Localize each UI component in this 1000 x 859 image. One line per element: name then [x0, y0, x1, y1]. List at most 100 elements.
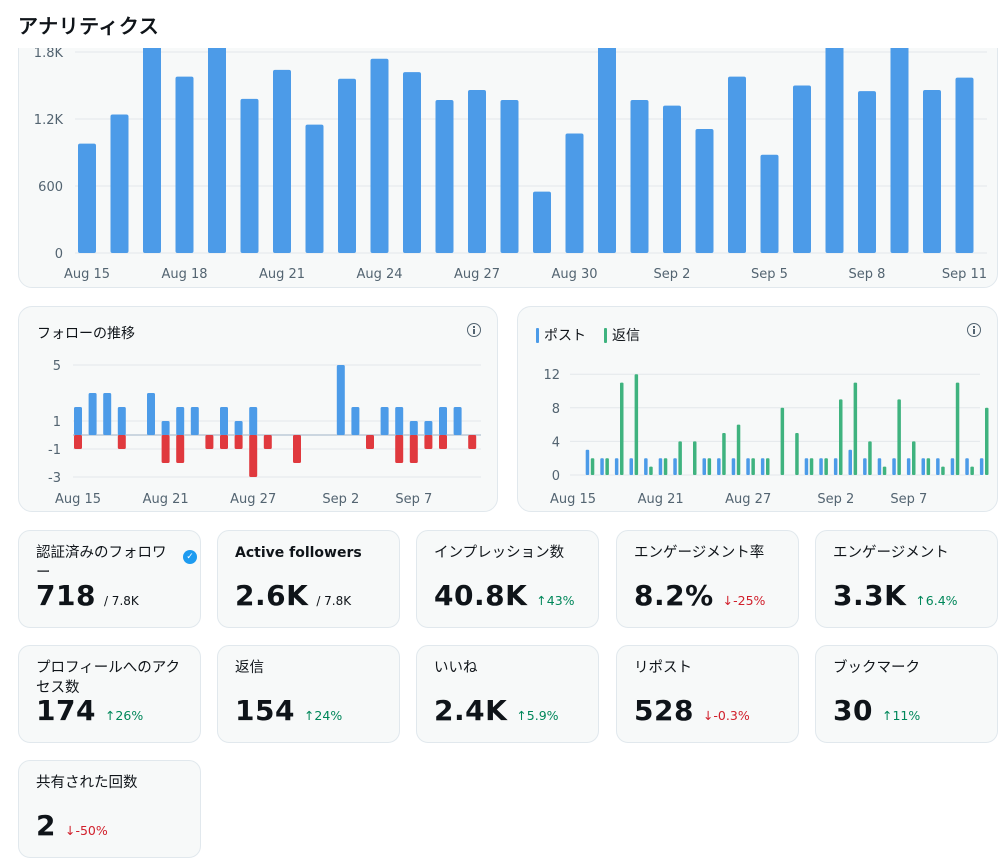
impressions-bar	[403, 72, 421, 253]
page-title: アナリティクス	[18, 14, 160, 38]
unfollow-bar	[395, 435, 404, 463]
reply-bar	[663, 458, 668, 475]
legend-item-posts[interactable]: ポスト	[536, 325, 586, 345]
y-tick-label: 0	[552, 469, 560, 484]
reply-bar	[707, 458, 712, 475]
metric-label: リポスト	[634, 660, 692, 676]
metric-reposts[interactable]: リポスト 528 ↓-0.3%	[616, 645, 799, 743]
posts-swatch	[536, 327, 539, 343]
reply-bar	[926, 458, 931, 475]
x-tick-label: Sep 7	[890, 492, 927, 507]
info-icon[interactable]	[467, 323, 481, 337]
follow-bar	[395, 407, 404, 435]
follow-bar	[336, 365, 345, 435]
metric-engagement-rate[interactable]: エンゲージメント率 8.2% ↓-25%	[616, 530, 799, 628]
reply-bar	[985, 407, 989, 475]
impressions-bar	[273, 69, 291, 253]
post-bar	[804, 458, 809, 475]
reply-bar	[853, 382, 858, 475]
post-bar	[746, 458, 750, 475]
y-tick-label: 1	[53, 415, 61, 430]
follow-bar	[117, 407, 126, 435]
reply-bar	[649, 466, 653, 475]
x-tick-label: Aug 27	[230, 492, 276, 507]
metric-impressions[interactable]: インプレッション数 40.8K ↑43%	[416, 530, 599, 628]
post-bar	[906, 458, 911, 475]
x-tick-label: Aug 21	[259, 267, 305, 282]
reply-bar	[795, 433, 799, 475]
post-bar	[921, 458, 925, 475]
post-bar	[848, 449, 852, 475]
y-tick-label: 1.8K	[34, 46, 64, 61]
metric-label: いいね	[434, 660, 478, 676]
metric-sub: / 7.8K	[316, 594, 352, 608]
x-tick-label: Sep 2	[654, 267, 691, 282]
impressions-bar	[208, 46, 226, 254]
impressions-chart[interactable]: 0 600 1.2K 1.8K Aug 15 Aug 18 Aug 21 Aug 24 Aug …	[19, 21, 998, 288]
reply-bar	[766, 458, 770, 475]
x-tick-label: Aug 30	[551, 267, 597, 282]
posts-replies-chart[interactable]: 0 4 8 12 Aug 15 Aug 21 Aug 27 Sep 2 Sep 7	[518, 307, 999, 513]
reply-bar	[839, 399, 843, 475]
follow-bar	[88, 393, 97, 435]
follow-bar	[453, 407, 462, 435]
y-tick-label: 4	[552, 435, 560, 450]
metric-delta: ↑11%	[881, 708, 921, 723]
metric-likes[interactable]: いいね 2.4K ↑5.9%	[416, 645, 599, 743]
reply-bar	[620, 382, 624, 475]
impressions-bar	[890, 46, 909, 254]
metric-verified-followers[interactable]: 認証済みのフォロワー ✓ 718 / 7.8K	[18, 530, 201, 628]
metric-engagements[interactable]: エンゲージメント 3.3K ↑6.4%	[815, 530, 998, 628]
legend-item-replies[interactable]: 返信	[604, 325, 640, 345]
metric-delta: ↓-25%	[722, 593, 766, 608]
post-bar	[877, 458, 882, 475]
impressions-bar	[370, 58, 389, 254]
impressions-bar	[240, 98, 259, 254]
post-bar	[965, 458, 969, 475]
x-tick-label: Aug 15	[55, 492, 101, 507]
x-tick-label: Sep 2	[817, 492, 854, 507]
x-tick-label: Sep 11	[942, 267, 987, 282]
y-tick-label: 5	[53, 359, 61, 374]
metric-active-followers[interactable]: Active followers 2.6K / 7.8K	[217, 530, 400, 628]
x-tick-label: Aug 27	[454, 267, 500, 282]
metric-value: 40.8K	[434, 579, 528, 612]
post-bar	[629, 458, 633, 475]
impressions-bar	[305, 124, 324, 253]
reply-bar	[751, 458, 755, 475]
metric-value: 2.4K	[434, 694, 508, 727]
reply-bar	[970, 466, 974, 475]
impressions-bar	[923, 89, 941, 253]
follow-bar	[351, 407, 360, 435]
unfollow-bar	[161, 435, 170, 463]
impressions-bar	[143, 46, 161, 254]
metric-sub: / 7.8K	[103, 594, 139, 608]
impressions-bar	[630, 100, 649, 254]
reply-bar	[736, 424, 741, 475]
unfollow-bar	[176, 435, 185, 463]
metric-delta: ↑26%	[104, 708, 144, 723]
reply-bar	[941, 466, 945, 475]
unfollow-bar	[366, 435, 374, 449]
follower-change-chart[interactable]: 5 1 -1 -3 Aug 15 Aug 21 Aug 27 Sep 2 Sep 7	[19, 307, 499, 513]
x-tick-label: Sep 8	[849, 267, 886, 282]
reply-bar	[809, 458, 814, 475]
reply-bar	[678, 441, 682, 475]
reply-bar	[955, 382, 960, 475]
metric-bookmarks[interactable]: ブックマーク 30 ↑11%	[815, 645, 998, 743]
metric-replies[interactable]: 返信 154 ↑24%	[217, 645, 400, 743]
x-tick-label: Aug 15	[550, 492, 596, 507]
legend-label-replies: 返信	[612, 328, 640, 344]
metric-shares[interactable]: 共有された回数 2 ↓-50%	[18, 760, 201, 858]
metric-profile-visits[interactable]: プロフィールへのアクセス数 174 ↑26%	[18, 645, 201, 743]
follow-bar	[161, 421, 170, 435]
info-icon[interactable]	[967, 323, 981, 337]
post-bar	[892, 458, 896, 475]
x-tick-label: Sep 2	[322, 492, 359, 507]
unfollow-bar	[74, 435, 82, 449]
metric-value: 8.2%	[634, 579, 714, 612]
y-tick-label: 8	[552, 402, 560, 417]
impressions-bar	[175, 76, 194, 253]
reply-bar	[912, 441, 916, 475]
metric-value: 528	[634, 694, 694, 727]
